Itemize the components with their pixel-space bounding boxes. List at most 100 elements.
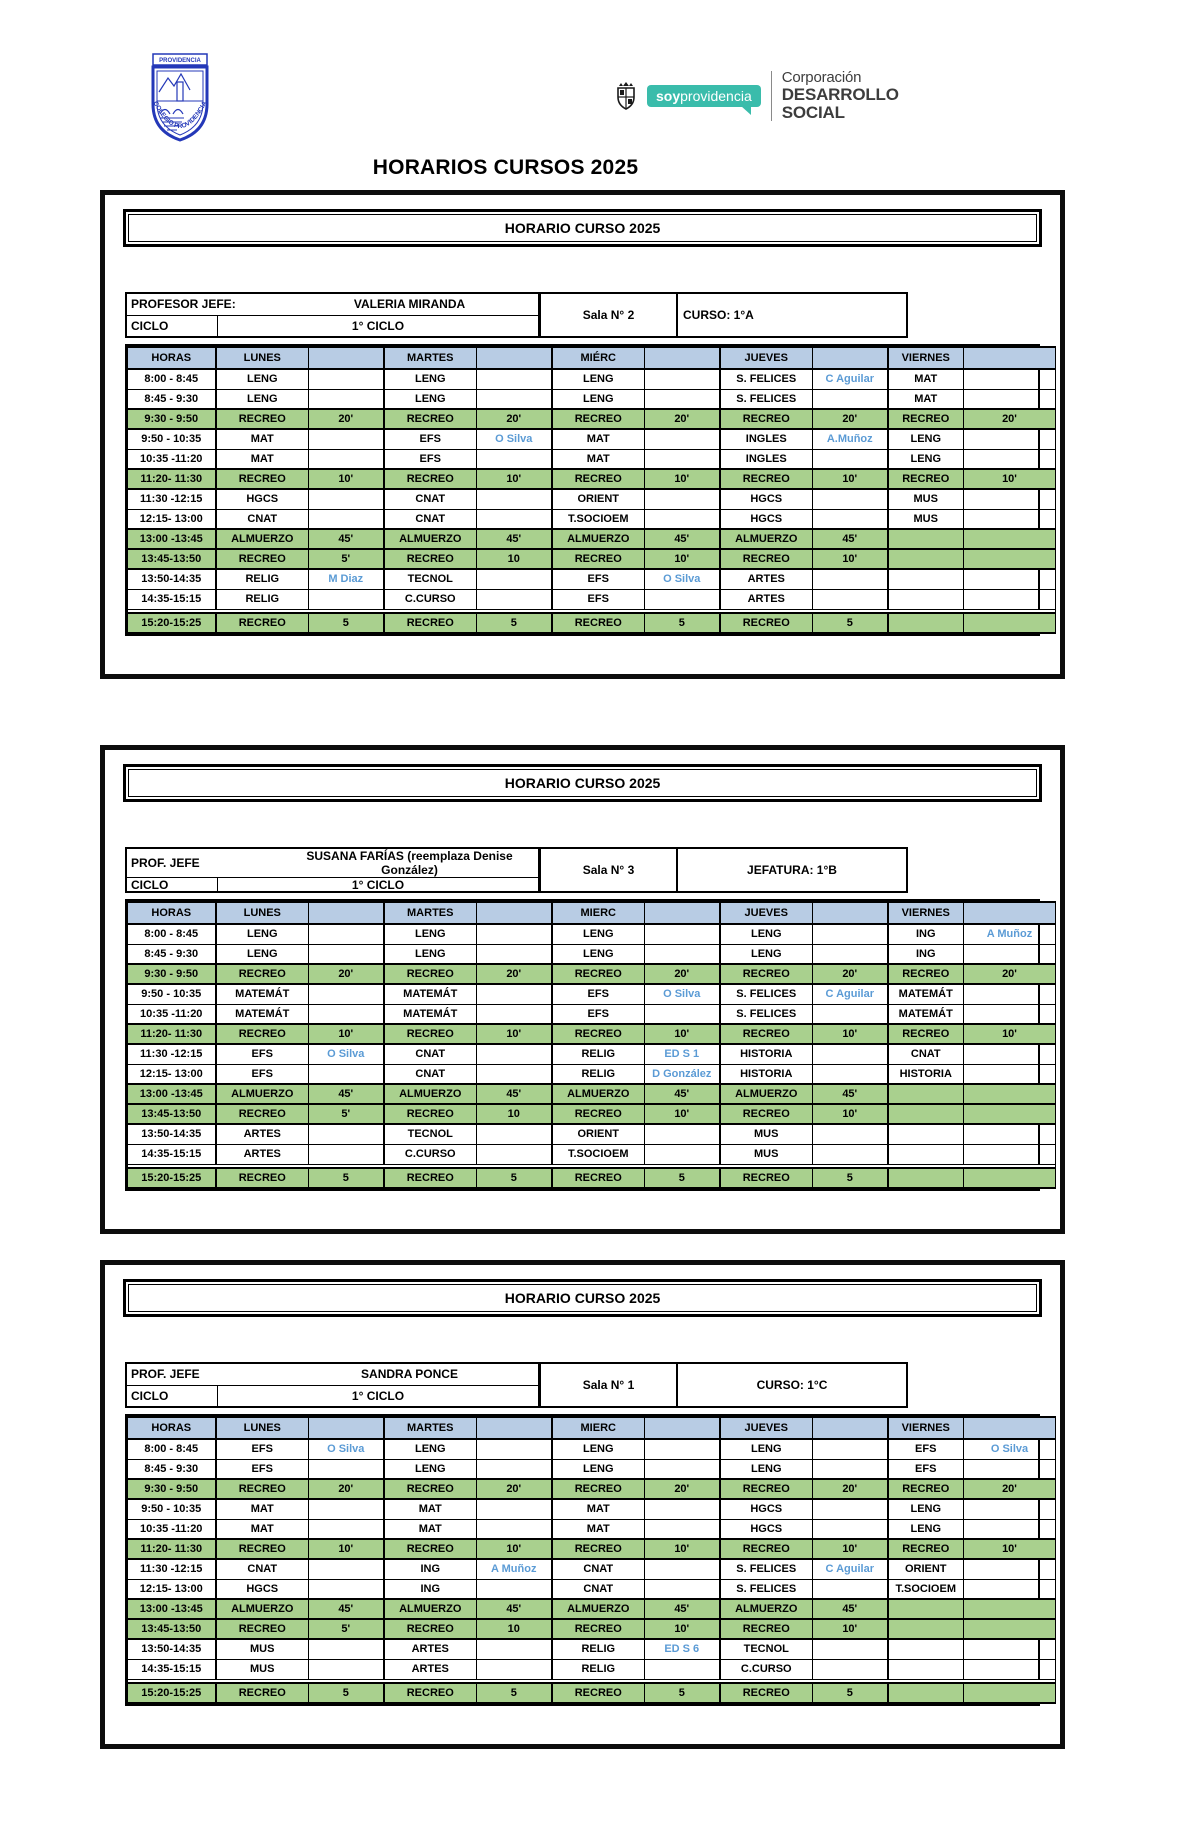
subject-cell: HGCS [214, 1578, 309, 1600]
teacher-cell [963, 588, 1056, 610]
teacher-cell [644, 1003, 720, 1025]
subject-cell: RELIG [550, 1638, 645, 1660]
time-cell: 11:20- 11:30 [127, 1023, 217, 1045]
subject-cell: LENG [382, 1438, 477, 1460]
break-cell: RECREO [550, 1103, 645, 1125]
info-block: PROF. JEFE SANDRA PONCE CICLO 1° CICLO Sal… [125, 1362, 1040, 1408]
schedule-row: 15:20-15:25 RECREO 5 RECREO 5 RECREO 5 RECREO 5 [127, 612, 1056, 634]
subject-cell: EFS [550, 983, 645, 1005]
colegio-providencia-crest-logo: PROVIDENCIA COLEGIO PROVIDENCIA [151, 53, 209, 142]
teacher-cell [308, 388, 384, 410]
subject-cell: LENG [382, 368, 477, 390]
time-cell: 8:00 - 8:45 [127, 1438, 217, 1460]
duration-cell: 45' [812, 1598, 888, 1620]
schedule-row: 8:00 - 8:45 EFS O Silva LENG LENG LENG EFS O Si… [127, 1438, 1056, 1460]
subject-cell: ORIENT [886, 1558, 964, 1580]
break-cell: ALMUERZO [550, 528, 645, 550]
duration-cell: 5 [476, 1682, 552, 1704]
teacher-cell [812, 508, 888, 530]
teacher-cell [476, 1658, 552, 1680]
break-cell: RECREO [886, 1538, 964, 1560]
schedule-table-1a: HORARIO CURSO 2025 PROFESOR JEFE: VALERIA… [100, 190, 1065, 679]
subject-cell: LENG [550, 368, 645, 390]
subject-cell: ARTES [214, 1123, 309, 1145]
schedule-row: 13:00 -13:45 ALMUERZO 45' ALMUERZO 45' ALMUER… [127, 1083, 1056, 1105]
teacher-cell [476, 1063, 552, 1085]
break-cell [886, 548, 964, 570]
time-cell: 9:30 - 9:50 [127, 408, 217, 430]
schedule-row: 8:00 - 8:45 LENG LENG LENG S. FELICES C Aguil… [127, 368, 1056, 390]
subject-cell: ARTES [718, 568, 813, 590]
teacher-cell [308, 1578, 384, 1600]
duration-cell: 10' [963, 1023, 1056, 1045]
prof-label: PROF. JEFE [131, 1367, 200, 1382]
day-header-row: HORAS LUNES MARTES MIERC JUEVES VIERNES [127, 1416, 1056, 1440]
subject-cell: LENG [214, 388, 309, 410]
teacher-cell: C Aguilar [812, 1558, 888, 1580]
break-cell: ALMUERZO [382, 528, 477, 550]
break-cell: RECREO [214, 1023, 309, 1045]
subject-cell: LENG [550, 388, 645, 410]
subject-cell: MUS [718, 1143, 813, 1165]
break-cell: RECREO [550, 548, 645, 570]
time-cell: 13:00 -13:45 [127, 1083, 217, 1105]
duration-cell: 20' [963, 963, 1056, 985]
teacher-cell [812, 448, 888, 470]
subject-cell: RELIG [550, 1063, 645, 1085]
subject-cell: HGCS [214, 488, 309, 510]
break-cell: RECREO [718, 1618, 813, 1640]
break-cell: ALMUERZO [214, 1598, 309, 1620]
ciclo-label: CICLO [127, 1385, 218, 1406]
break-cell: RECREO [550, 1478, 645, 1500]
subject-cell: MAT [550, 448, 645, 470]
day-header: MARTES [382, 901, 477, 925]
break-cell: RECREO [718, 1023, 813, 1045]
subject-cell: RELIG [214, 568, 309, 590]
subject-cell: S. FELICES [718, 983, 813, 1005]
row-gap [127, 1679, 1056, 1683]
day-header: JUEVES [718, 901, 813, 925]
day-header: VIERNES [886, 901, 964, 925]
subject-cell: T.SOCIOEM [550, 508, 645, 530]
break-cell: RECREO [550, 612, 645, 634]
teacher-cell: C Aguilar [812, 368, 888, 390]
break-cell: RECREO [550, 1618, 645, 1640]
teacher-cell: A Muñoz [963, 923, 1056, 945]
subject-cell: HISTORIA [718, 1043, 813, 1065]
duration-cell: 10' [644, 1103, 720, 1125]
subject-cell: ING [382, 1558, 477, 1580]
break-cell: ALMUERZO [382, 1083, 477, 1105]
day-header: MARTES [382, 346, 477, 370]
badge-soy-text: soy [656, 87, 681, 104]
spacer-header [644, 901, 720, 925]
break-cell: RECREO [382, 612, 477, 634]
duration-cell: 10' [812, 1103, 888, 1125]
day-header: VIERNES [886, 1416, 964, 1440]
duration-cell [963, 1682, 1056, 1704]
schedule-row: 13:45-13:50 RECREO 5' RECREO 10 RECREO 10' RECR… [127, 1103, 1056, 1125]
duration-cell: 45' [644, 528, 720, 550]
break-cell: RECREO [550, 1023, 645, 1045]
teacher-cell [644, 428, 720, 450]
subject-cell: MATEMÁT [214, 983, 309, 1005]
teacher-cell [476, 1043, 552, 1065]
break-cell: RECREO [382, 1538, 477, 1560]
day-header: JUEVES [718, 1416, 813, 1440]
teacher-cell [812, 1518, 888, 1540]
time-cell: 15:20-15:25 [127, 1167, 217, 1189]
teacher-cell: ED S 1 [644, 1043, 720, 1065]
subject-cell: HGCS [718, 1498, 813, 1520]
break-cell: RECREO [718, 468, 813, 490]
subject-cell: LENG [550, 1438, 645, 1460]
subject-cell: MAT [214, 428, 309, 450]
schedule-row: 13:50-14:35 ARTES TECNOL ORIENT MUS [127, 1123, 1056, 1145]
col-horas-header: HORAS [127, 1416, 217, 1440]
break-cell: RECREO [886, 1023, 964, 1045]
teacher-cell [308, 508, 384, 530]
teacher-cell [476, 568, 552, 590]
teacher-cell [812, 588, 888, 610]
teacher-cell [308, 1123, 384, 1145]
subject-cell: CNAT [382, 1063, 477, 1085]
subject-cell: MUS [886, 508, 964, 530]
subject-cell: MAT [214, 1518, 309, 1540]
